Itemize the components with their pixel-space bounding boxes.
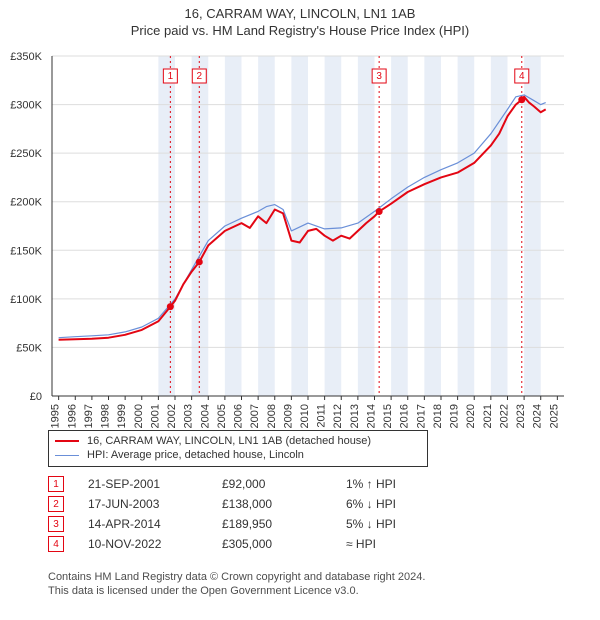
svg-text:2017: 2017: [415, 404, 427, 428]
footnote-line-1: Contains HM Land Registry data © Crown c…: [48, 570, 568, 584]
legend-label-property: 16, CARRAM WAY, LINCOLN, LN1 1AB (detach…: [87, 434, 371, 448]
svg-text:2021: 2021: [482, 404, 494, 428]
sale-event-row: 4 10-NOV-2022 £305,000 ≈ HPI: [48, 536, 568, 552]
svg-text:1: 1: [168, 71, 174, 82]
event-hpi-delta: 5% ↓ HPI: [346, 517, 568, 531]
svg-text:£0: £0: [30, 391, 42, 403]
legend-row-property: 16, CARRAM WAY, LINCOLN, LN1 1AB (detach…: [55, 434, 421, 448]
event-marker-icon: 1: [48, 476, 64, 492]
svg-text:2005: 2005: [216, 404, 228, 428]
svg-text:2006: 2006: [233, 404, 245, 428]
svg-text:£250K: £250K: [10, 148, 42, 160]
svg-text:2001: 2001: [149, 404, 161, 428]
event-marker-icon: 4: [48, 536, 64, 552]
svg-text:1997: 1997: [83, 404, 95, 428]
svg-text:1995: 1995: [50, 404, 62, 428]
legend: 16, CARRAM WAY, LINCOLN, LN1 1AB (detach…: [48, 430, 428, 467]
legend-swatch-hpi: [55, 455, 79, 456]
svg-text:1996: 1996: [66, 404, 78, 428]
svg-text:4: 4: [519, 71, 525, 82]
svg-text:2007: 2007: [249, 404, 261, 428]
svg-text:2015: 2015: [382, 404, 394, 428]
svg-text:2004: 2004: [199, 404, 211, 428]
title-line-2: Price paid vs. HM Land Registry's House …: [0, 23, 600, 38]
event-date: 10-NOV-2022: [88, 537, 198, 551]
legend-label-hpi: HPI: Average price, detached house, Linc…: [87, 448, 304, 462]
legend-swatch-property: [55, 440, 79, 442]
svg-text:2010: 2010: [299, 404, 311, 428]
svg-text:2024: 2024: [532, 404, 544, 428]
svg-text:2011: 2011: [316, 404, 328, 428]
svg-text:1999: 1999: [116, 404, 128, 428]
svg-text:2000: 2000: [133, 404, 145, 428]
svg-text:2019: 2019: [449, 404, 461, 428]
price-chart: £0£50K£100K£150K£200K£250K£300K£350K1995…: [48, 52, 568, 420]
event-date: 21-SEP-2001: [88, 477, 198, 491]
legend-row-hpi: HPI: Average price, detached house, Linc…: [55, 448, 421, 462]
svg-text:2002: 2002: [166, 404, 178, 428]
svg-text:2022: 2022: [498, 404, 510, 428]
svg-text:2014: 2014: [365, 404, 377, 428]
title-line-1: 16, CARRAM WAY, LINCOLN, LN1 1AB: [0, 6, 600, 21]
event-date: 17-JUN-2003: [88, 497, 198, 511]
event-hpi-delta: 1% ↑ HPI: [346, 477, 568, 491]
svg-text:2008: 2008: [266, 404, 278, 428]
svg-text:£300K: £300K: [10, 100, 42, 112]
svg-text:2: 2: [197, 71, 203, 82]
svg-text:2020: 2020: [465, 404, 477, 428]
event-hpi-delta: 6% ↓ HPI: [346, 497, 568, 511]
svg-text:2025: 2025: [548, 404, 560, 428]
chart-header: 16, CARRAM WAY, LINCOLN, LN1 1AB Price p…: [0, 0, 600, 38]
svg-text:£200K: £200K: [10, 197, 42, 209]
svg-text:2012: 2012: [332, 404, 344, 428]
event-marker-icon: 2: [48, 496, 64, 512]
event-price: £138,000: [222, 497, 322, 511]
svg-text:2018: 2018: [432, 404, 444, 428]
sale-event-row: 2 17-JUN-2003 £138,000 6% ↓ HPI: [48, 496, 568, 512]
svg-text:£150K: £150K: [10, 245, 42, 257]
sale-event-row: 1 21-SEP-2001 £92,000 1% ↑ HPI: [48, 476, 568, 492]
svg-text:2003: 2003: [183, 404, 195, 428]
event-marker-icon: 3: [48, 516, 64, 532]
svg-text:£100K: £100K: [10, 294, 42, 306]
svg-text:£50K: £50K: [16, 342, 42, 354]
svg-text:2023: 2023: [515, 404, 527, 428]
event-hpi-delta: ≈ HPI: [346, 537, 568, 551]
svg-text:2013: 2013: [349, 404, 361, 428]
svg-text:3: 3: [376, 71, 382, 82]
svg-text:2016: 2016: [399, 404, 411, 428]
footnote: Contains HM Land Registry data © Crown c…: [48, 570, 568, 598]
event-price: £189,950: [222, 517, 322, 531]
sale-event-row: 3 14-APR-2014 £189,950 5% ↓ HPI: [48, 516, 568, 532]
sale-events-table: 1 21-SEP-2001 £92,000 1% ↑ HPI 2 17-JUN-2003 £…: [48, 472, 568, 556]
event-date: 14-APR-2014: [88, 517, 198, 531]
event-price: £92,000: [222, 477, 322, 491]
footnote-line-2: This data is licensed under the Open Gov…: [48, 584, 568, 598]
svg-text:2009: 2009: [282, 404, 294, 428]
svg-text:£350K: £350K: [10, 51, 42, 63]
svg-text:1998: 1998: [100, 404, 112, 428]
event-price: £305,000: [222, 537, 322, 551]
